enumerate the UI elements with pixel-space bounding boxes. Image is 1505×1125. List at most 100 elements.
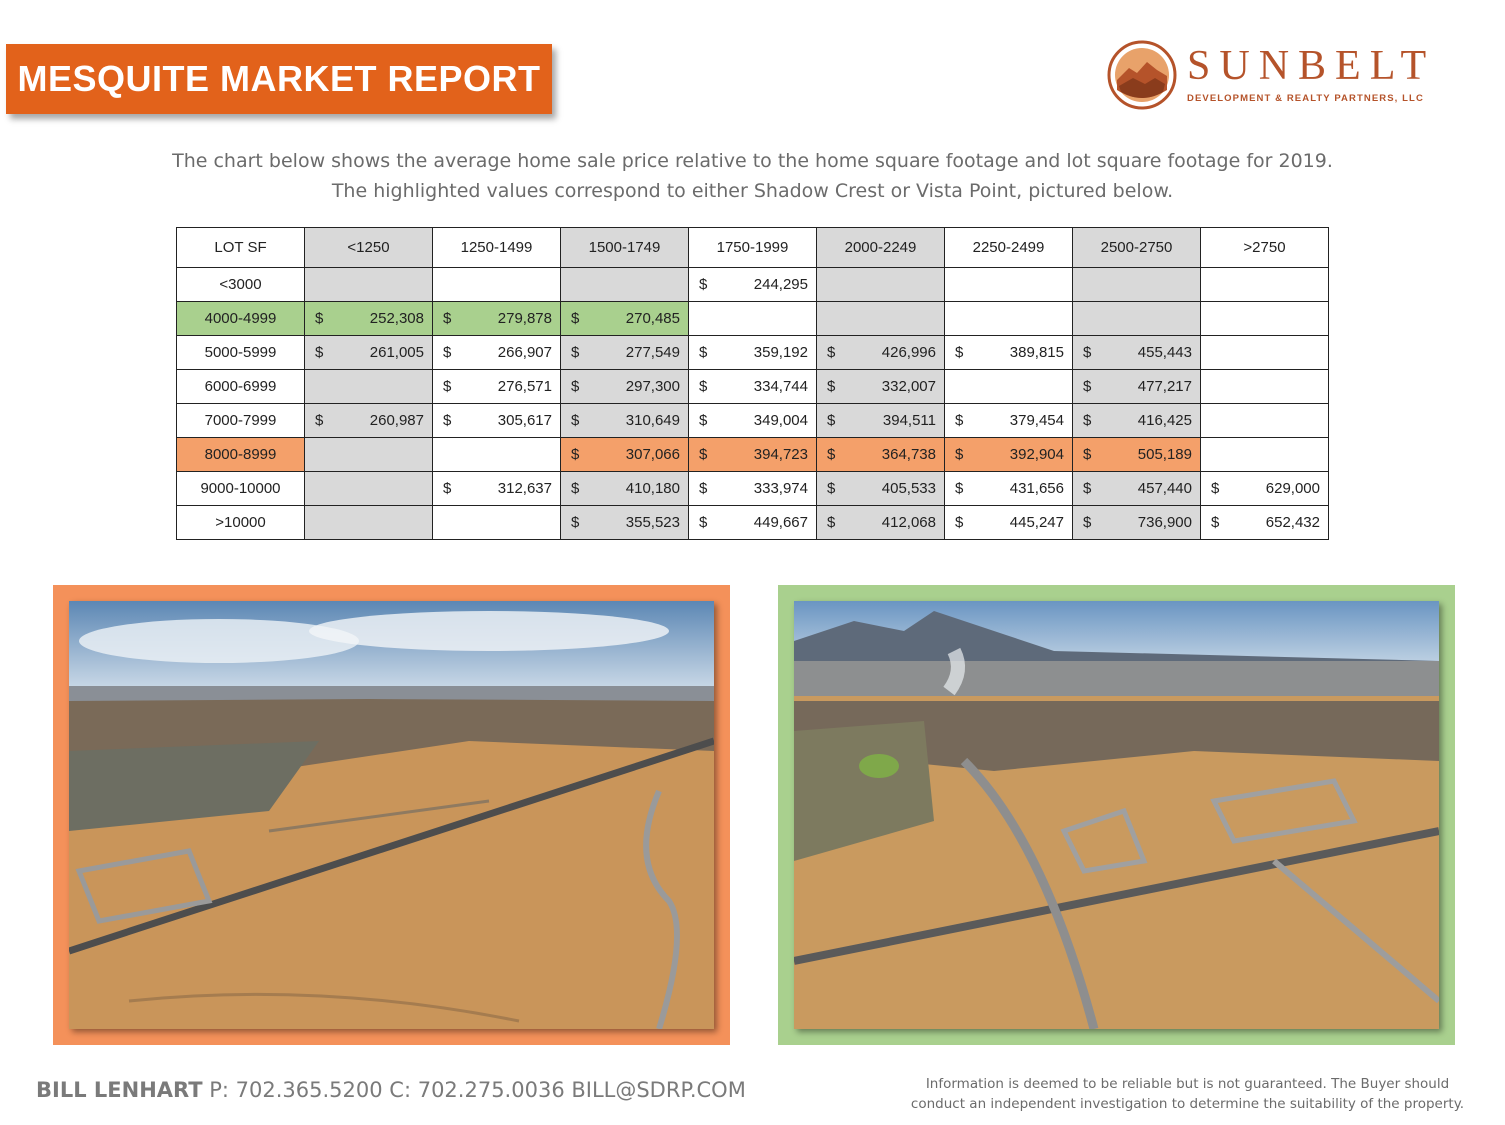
price-cell: $307,066 [560, 437, 689, 472]
currency-symbol: $ [1211, 514, 1220, 531]
currency-symbol: $ [571, 378, 580, 395]
price-cell: $405,533 [816, 471, 945, 506]
column-header: 2250-2499 [944, 227, 1073, 268]
price-cell: $364,738 [816, 437, 945, 472]
price-cell [1200, 437, 1329, 472]
currency-symbol: $ [443, 412, 452, 429]
currency-symbol: $ [955, 446, 964, 463]
price-cell: $379,454 [944, 403, 1073, 438]
currency-symbol: $ [827, 412, 836, 429]
price-cell: $244,295 [688, 267, 817, 302]
table-row: 9000-10000 $312,637 $410,180 $333,974 $405,5… [176, 471, 1329, 506]
column-header: 1500-1749 [560, 227, 689, 268]
currency-symbol: $ [1211, 480, 1220, 497]
price-value: 505,189 [1137, 446, 1192, 463]
price-cell [944, 301, 1073, 336]
price-cell [816, 301, 945, 336]
disclaimer-line-2: conduct an independent investigation to … [910, 1096, 1465, 1112]
currency-symbol: $ [827, 514, 836, 531]
price-cell [304, 369, 433, 404]
price-value: 332,007 [881, 378, 936, 395]
price-cell [1072, 301, 1201, 336]
currency-symbol: $ [443, 480, 452, 497]
price-value: 405,533 [881, 480, 936, 497]
price-cell: $279,878 [432, 301, 561, 336]
currency-symbol: $ [827, 446, 836, 463]
price-cell: $389,815 [944, 335, 1073, 370]
price-cell: $276,571 [432, 369, 561, 404]
price-value: 392,904 [1009, 446, 1064, 463]
price-cell: $652,432 [1200, 505, 1329, 540]
column-header: LOT SF [176, 227, 305, 268]
price-value: 394,723 [753, 446, 808, 463]
price-cell [304, 437, 433, 472]
price-value: 455,443 [1137, 344, 1192, 361]
price-cell: $449,667 [688, 505, 817, 540]
price-cell [432, 505, 561, 540]
table-row: >10000 $355,523 $449,667 $412,068 $445,247 $7… [176, 505, 1329, 540]
currency-symbol: $ [1083, 344, 1092, 361]
price-cell: $445,247 [944, 505, 1073, 540]
price-value: 266,907 [497, 344, 552, 361]
price-value: 333,974 [753, 480, 808, 497]
price-value: 297,300 [625, 378, 680, 395]
price-value: 457,440 [1137, 480, 1192, 497]
agent-contact: BILL LENHART P: 702.365.5200 C: 702.275.… [36, 1078, 746, 1102]
price-cell [944, 369, 1073, 404]
currency-symbol: $ [699, 412, 708, 429]
price-cell: $392,904 [944, 437, 1073, 472]
column-header: <1250 [304, 227, 433, 268]
price-cell: $426,996 [816, 335, 945, 370]
column-header: 1250-1499 [432, 227, 561, 268]
vista-point-photo-frame [778, 585, 1455, 1045]
price-value: 445,247 [1009, 514, 1064, 531]
row-label: 8000-8999 [176, 437, 305, 472]
price-value: 477,217 [1137, 378, 1192, 395]
price-value: 252,308 [369, 310, 424, 327]
price-cell: $394,511 [816, 403, 945, 438]
price-value: 394,511 [882, 412, 936, 429]
price-cell [560, 267, 689, 302]
price-cell: $359,192 [688, 335, 817, 370]
currency-symbol: $ [443, 378, 452, 395]
price-value: 260,987 [369, 412, 424, 429]
currency-symbol: $ [699, 514, 708, 531]
column-header: 2500-2750 [1072, 227, 1201, 268]
column-header: >2750 [1200, 227, 1329, 268]
price-cell [432, 437, 561, 472]
row-label: >10000 [176, 505, 305, 540]
price-cell: $629,000 [1200, 471, 1329, 506]
intro-line-2: The highlighted values correspond to eit… [331, 180, 1174, 202]
currency-symbol: $ [571, 310, 580, 327]
price-cell [1200, 369, 1329, 404]
price-cell: $277,549 [560, 335, 689, 370]
currency-symbol: $ [955, 344, 964, 361]
price-cell: $349,004 [688, 403, 817, 438]
price-cell [944, 267, 1073, 302]
row-label: 5000-5999 [176, 335, 305, 370]
currency-symbol: $ [699, 378, 708, 395]
currency-symbol: $ [1083, 378, 1092, 395]
table-row: 4000-4999 $252,308 $279,878 $270,485 [176, 301, 1329, 336]
price-cell: $410,180 [560, 471, 689, 506]
price-cell [688, 301, 817, 336]
logo-tagline: DEVELOPMENT & REALTY PARTNERS, LLC [1187, 93, 1424, 104]
price-value: 652,432 [1265, 514, 1320, 531]
price-value: 379,454 [1009, 412, 1064, 429]
price-value: 449,667 [753, 514, 808, 531]
currency-symbol: $ [571, 514, 580, 531]
row-label: 4000-4999 [176, 301, 305, 336]
price-value: 364,738 [881, 446, 936, 463]
price-value: 629,000 [1265, 480, 1320, 497]
price-cell [432, 267, 561, 302]
company-logo: SUNBELT DEVELOPMENT & REALTY PARTNERS, L… [1107, 40, 1477, 114]
price-cell: $334,744 [688, 369, 817, 404]
currency-symbol: $ [699, 480, 708, 497]
price-cell: $312,637 [432, 471, 561, 506]
price-cell: $457,440 [1072, 471, 1201, 506]
currency-symbol: $ [955, 480, 964, 497]
table-row: 8000-8999 $307,066 $394,723 $364,738 $392,90… [176, 437, 1329, 472]
row-label: 9000-10000 [176, 471, 305, 506]
price-value: 355,523 [625, 514, 680, 531]
price-cell: $297,300 [560, 369, 689, 404]
